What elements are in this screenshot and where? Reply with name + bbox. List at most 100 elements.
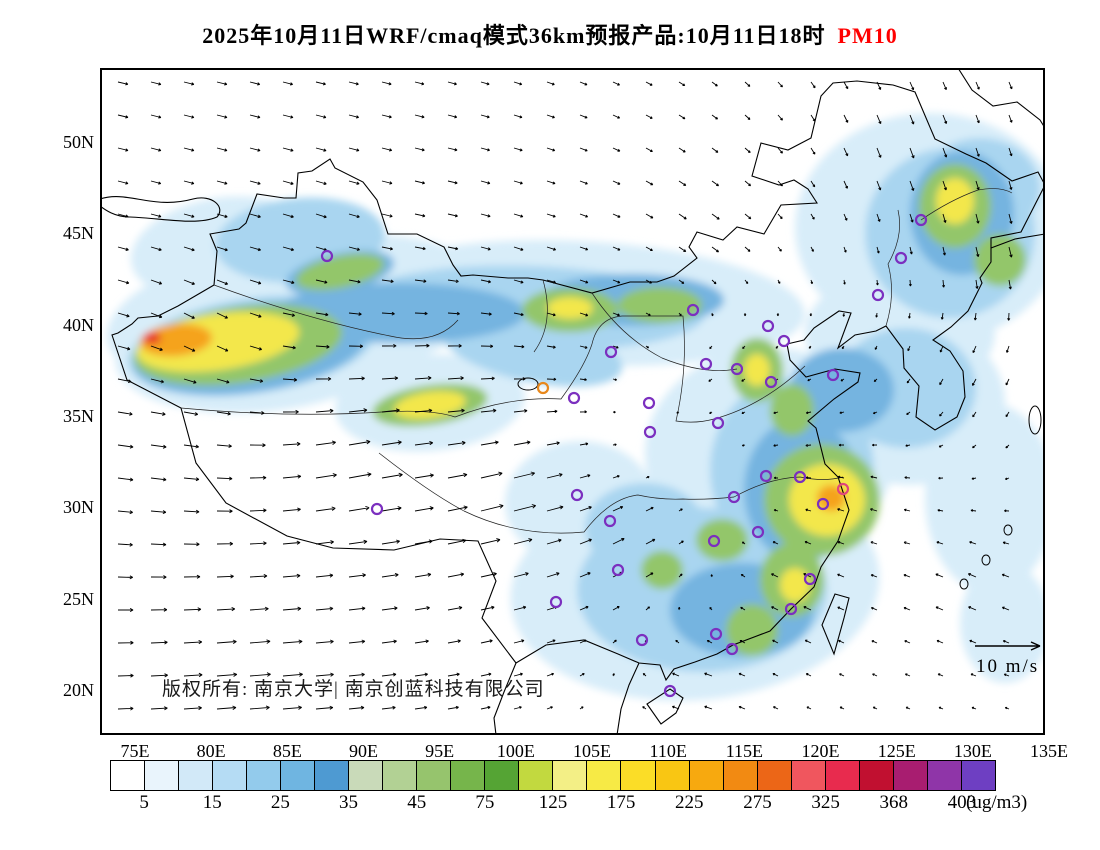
lon-label: 90E	[349, 741, 378, 761]
city-marker	[643, 425, 657, 439]
city-marker	[549, 595, 563, 609]
colorbar-tick-label: 75	[475, 792, 495, 813]
colorbar-cell	[451, 761, 486, 790]
city-marker	[894, 251, 908, 265]
city-marker	[603, 514, 617, 528]
city-marker	[784, 602, 798, 616]
colorbar-tick-label: 225	[675, 792, 704, 813]
city-marker	[604, 345, 618, 359]
wind-scale-label: 10 m/s	[976, 656, 1040, 677]
lon-label: 80E	[196, 741, 226, 761]
city-marker	[793, 470, 807, 484]
city-marker	[871, 288, 885, 302]
lon-label: 100E	[496, 741, 535, 761]
lat-label: 25N	[63, 588, 94, 609]
colorbar-cell	[383, 761, 418, 790]
lon-label: 120E	[801, 741, 840, 761]
colorbar-cell	[587, 761, 622, 790]
colorbar-tick-label: 45	[407, 792, 427, 813]
city-marker	[777, 334, 791, 348]
city-marker	[711, 416, 725, 430]
map-svg	[100, 68, 1045, 735]
city-marker-layer	[320, 213, 928, 698]
city-marker	[567, 391, 581, 405]
colorbar-cell	[791, 761, 826, 790]
city-marker	[611, 563, 625, 577]
city-marker	[536, 381, 550, 395]
city-marker	[816, 497, 830, 511]
colorbar-tick-label: 368	[879, 792, 909, 813]
lon-label: 105E	[573, 741, 612, 761]
colorbar-cell	[553, 761, 588, 790]
colorbar-cell	[859, 761, 894, 790]
title-pollutant-label: PM10	[837, 23, 898, 48]
colorbar-tick-label: 125	[538, 792, 568, 813]
copyright-text: 版权所有: 南京大学| 南京创蓝科技有限公司	[162, 679, 545, 700]
page-title: 2025年10月11日WRF/cmaq模式36km预报产品:10月11日18时 P…	[0, 18, 1100, 50]
map-frame	[100, 68, 1045, 735]
city-marker	[727, 490, 741, 504]
city-marker	[699, 357, 713, 371]
city-marker	[686, 303, 700, 317]
city-marker	[320, 249, 334, 263]
title-text: 2025年10月11日WRF/cmaq模式36km预报产品:10月11日18时	[202, 23, 826, 48]
city-marker	[730, 362, 744, 376]
lat-label: 20N	[63, 679, 94, 700]
city-marker	[836, 482, 850, 496]
colorbar	[110, 760, 996, 791]
colorbar-cell	[315, 761, 350, 790]
city-marker	[635, 633, 649, 647]
colorbar-cell	[281, 761, 316, 790]
colorbar-cell	[485, 761, 520, 790]
lat-label: 30N	[63, 497, 94, 518]
city-marker	[663, 684, 677, 698]
lat-label: 50N	[63, 132, 94, 152]
city-marker	[826, 368, 840, 382]
colorbar-cell	[417, 761, 452, 790]
lat-label: 35N	[63, 405, 94, 426]
wind-vector-layer	[117, 81, 1013, 711]
colorbar-cell	[621, 761, 656, 790]
colorbar-cell	[927, 761, 962, 790]
lon-label: 135E	[1030, 741, 1069, 761]
coastline-layer	[100, 68, 1045, 735]
city-marker	[709, 627, 723, 641]
city-marker	[642, 396, 656, 410]
city-marker	[764, 375, 778, 389]
city-marker	[761, 319, 775, 333]
island-outline-layer	[517, 377, 1042, 590]
city-marker	[759, 469, 773, 483]
colorbar-tick-label: 275	[743, 792, 772, 813]
lat-label: 40N	[63, 314, 94, 335]
wind-scale-arrow	[975, 641, 1041, 651]
city-marker	[914, 213, 928, 227]
lon-label: 110E	[649, 741, 687, 761]
colorbar-tick-label: 15	[202, 792, 222, 813]
lon-label: 95E	[425, 741, 455, 761]
colorbar-cell	[111, 761, 146, 790]
colorbar-cell	[247, 761, 282, 790]
colorbar-tick-label: 175	[606, 792, 636, 813]
colorbar-tick-label: 35	[339, 792, 359, 813]
map-canvas: 版权所有: 南京大学| 南京创蓝科技有限公司 10 m/s	[100, 68, 1045, 735]
city-marker	[751, 525, 765, 539]
colorbar-cell	[723, 761, 758, 790]
city-marker	[803, 572, 817, 586]
lon-label: 130E	[953, 741, 992, 761]
colorbar-cell	[825, 761, 860, 790]
lat-label: 45N	[63, 223, 94, 244]
colorbar-cell	[689, 761, 724, 790]
city-marker	[570, 488, 584, 502]
lon-label: 75E	[120, 741, 150, 761]
lon-label: 125E	[877, 741, 916, 761]
colorbar-cell	[655, 761, 690, 790]
colorbar-cell	[213, 761, 248, 790]
city-marker	[707, 534, 721, 548]
city-marker	[370, 502, 384, 516]
lon-label: 85E	[272, 741, 302, 761]
colorbar-cell	[349, 761, 384, 790]
lon-label: 115E	[725, 741, 764, 761]
colorbar-cell	[145, 761, 180, 790]
colorbar-unit: (ug/m3)	[966, 792, 1028, 813]
